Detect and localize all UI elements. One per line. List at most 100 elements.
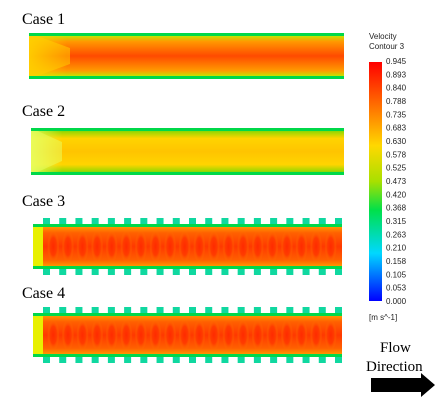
legend-title: Velocity	[369, 32, 397, 41]
bottom-rib	[156, 357, 164, 363]
legend-tick-label: 0.840	[386, 84, 407, 93]
bottom-rib	[205, 357, 213, 363]
case-1-contour	[29, 33, 344, 79]
flow-cell	[309, 319, 323, 351]
flow-cell	[266, 319, 279, 351]
bottom-rib	[270, 357, 278, 363]
top-rib	[205, 307, 213, 313]
flow-cell	[251, 230, 264, 263]
bottom-rib	[172, 269, 180, 275]
legend-tick-label: 0.945	[386, 57, 407, 66]
top-rib	[172, 218, 180, 224]
legend-tick-label: 0.525	[386, 164, 407, 173]
legend-tick-label: 0.105	[386, 270, 407, 279]
legend-tick-label: 0.630	[386, 137, 407, 146]
top-rib	[43, 218, 50, 224]
case-4-label: Case 4	[22, 285, 65, 302]
bottom-rib	[59, 357, 67, 363]
flow-cell	[295, 230, 308, 263]
flow-cell	[105, 230, 118, 263]
case-2-contour	[31, 128, 344, 175]
top-rib	[107, 218, 115, 224]
legend-tick-label: 0.893	[386, 70, 407, 79]
bottom-rib	[286, 269, 294, 275]
top-rib	[172, 307, 180, 313]
top-rib	[237, 307, 245, 313]
bottom-rib	[189, 357, 196, 363]
top-rib	[189, 307, 196, 313]
top-rib	[75, 307, 83, 313]
top-rib	[318, 218, 326, 224]
bottom-rib	[318, 269, 326, 275]
top-rib	[286, 218, 294, 224]
top-rib	[189, 218, 196, 224]
flow-cell	[251, 319, 264, 351]
bottom-rib	[124, 357, 132, 363]
flow-cell	[324, 230, 337, 263]
top-rib	[318, 307, 326, 313]
bottom-rib	[253, 269, 261, 275]
bottom-rib	[172, 357, 180, 363]
flow-cell	[222, 319, 235, 351]
top-rib	[221, 218, 229, 224]
top-rib	[59, 307, 67, 313]
flow-cell	[61, 319, 75, 351]
flow-cell	[236, 230, 250, 263]
legend-unit: [m s^-1]	[369, 313, 397, 322]
bottom-rib	[124, 269, 132, 275]
case-3-ribs	[43, 218, 342, 275]
flow-cell	[76, 319, 89, 351]
bottom-rib	[205, 269, 213, 275]
flow-cell	[236, 319, 250, 351]
legend-tick-label: 0.788	[386, 97, 407, 106]
bottom-rib	[335, 357, 342, 363]
flow-cell	[90, 230, 104, 263]
flow-cell	[222, 230, 235, 263]
bottom-rib	[302, 357, 310, 363]
flow-cell	[90, 319, 104, 351]
flow-cell	[163, 230, 177, 263]
flow-cell	[120, 319, 133, 351]
top-rib	[302, 218, 310, 224]
bottom-rib	[237, 357, 245, 363]
top-rib	[205, 218, 213, 224]
top-rib	[335, 307, 342, 313]
flow-cell	[76, 230, 89, 263]
top-rib	[59, 218, 67, 224]
flow-cell	[193, 319, 206, 351]
flow-cell	[134, 230, 148, 263]
flow-cell	[295, 319, 308, 351]
case-2-label: Case 2	[22, 103, 65, 120]
bottom-rib	[43, 357, 50, 363]
flow-cell	[309, 230, 323, 263]
bottom-rib	[302, 269, 310, 275]
bottom-rib	[43, 269, 50, 275]
bottom-rib	[59, 269, 67, 275]
legend-tick-label: 0.683	[386, 124, 407, 133]
top-rib	[43, 307, 50, 313]
top-rib	[221, 307, 229, 313]
flow-cell	[163, 319, 177, 351]
flow-cell	[149, 230, 162, 263]
case-3-label: Case 3	[22, 193, 65, 210]
top-rib	[91, 307, 99, 313]
legend-colorbar	[369, 62, 382, 301]
bottom-rib	[221, 357, 229, 363]
flow-cell	[207, 319, 221, 351]
top-rib	[156, 218, 164, 224]
bottom-rib	[318, 357, 326, 363]
flow-arrow-icon	[371, 373, 435, 397]
case-1-label: Case 1	[22, 11, 65, 28]
bottom-rib	[156, 269, 164, 275]
top-rib	[270, 307, 278, 313]
velocity-legend: Velocity Contour 3 0.9450.8930.8400.7880…	[369, 32, 407, 322]
bottom-rib	[221, 269, 229, 275]
legend-tick-label: 0.368	[386, 204, 407, 213]
flow-cell	[61, 230, 75, 263]
flow-cell	[47, 319, 60, 351]
legend-tick-label: 0.473	[386, 177, 407, 186]
bottom-rib	[253, 357, 261, 363]
top-rib	[302, 307, 310, 313]
bottom-rib	[237, 269, 245, 275]
bottom-rib	[91, 269, 99, 275]
